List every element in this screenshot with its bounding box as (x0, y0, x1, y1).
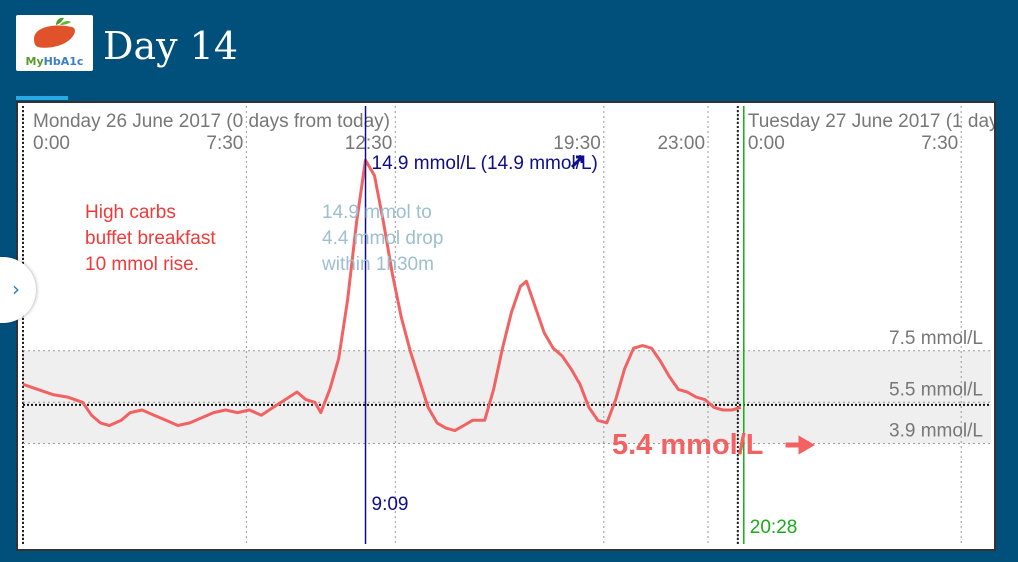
x-tick-label: 7:30 (206, 133, 243, 154)
x-tick-label: 7:30 (921, 133, 958, 154)
x-tick-label: 0:00 (33, 133, 70, 154)
trend-arrow-icon (570, 155, 584, 169)
annotation-text: High carbs (85, 202, 176, 223)
y-reference-label: 5.5 mmol/L (889, 379, 983, 400)
annotation-text: within 1h30m (321, 254, 434, 275)
cursor-time-label: 20:28 (750, 517, 798, 538)
annotation-text: 10 mmol rise. (85, 254, 199, 275)
annotation-text: 4.4 mmol drop (322, 228, 443, 249)
page-title: Day 14 (103, 24, 239, 68)
x-tick-label: 12:30 (345, 133, 393, 154)
x-tick-label: 23:00 (657, 133, 705, 154)
y-reference-label: 7.5 mmol/L (889, 328, 983, 349)
cursor-time-label: 9:09 (372, 494, 409, 515)
x-tick-label: 19:30 (553, 133, 601, 154)
liver-icon (34, 17, 75, 48)
annotation-text: 14.9 mmol to (322, 202, 432, 223)
target-range-band (23, 350, 991, 444)
glucose-chart[interactable]: 7.5 mmol/L 5.5 mmol/L 3.9 mmol/L Monday 26 … (16, 101, 996, 551)
glucose-chart-svg: 7.5 mmol/L 5.5 mmol/L 3.9 mmol/L Monday 26 … (16, 101, 996, 551)
date-label: Monday 26 June 2017 (0 days from today) (33, 111, 390, 132)
current-value-label: 5.4 mmol/L (612, 429, 764, 461)
annotation-text: buffet breakfast (85, 228, 216, 249)
x-tick-label: 0:00 (748, 133, 785, 154)
arrow-right-icon (785, 435, 815, 455)
active-tab-indicator (16, 96, 68, 100)
date-label: Tuesday 27 June 2017 (1 day (748, 111, 996, 132)
chart-border (16, 101, 996, 551)
logo-wordmark: MyHbA1c (25, 55, 84, 68)
myhba1c-logo: MyHbA1c (16, 15, 93, 71)
cursor-readout: 14.9 mmol/L (14.9 mmol/L) (372, 153, 598, 174)
glucose-line (22, 158, 742, 433)
chevron-right-icon: › (12, 277, 20, 301)
y-reference-label: 3.9 mmol/L (889, 421, 983, 442)
